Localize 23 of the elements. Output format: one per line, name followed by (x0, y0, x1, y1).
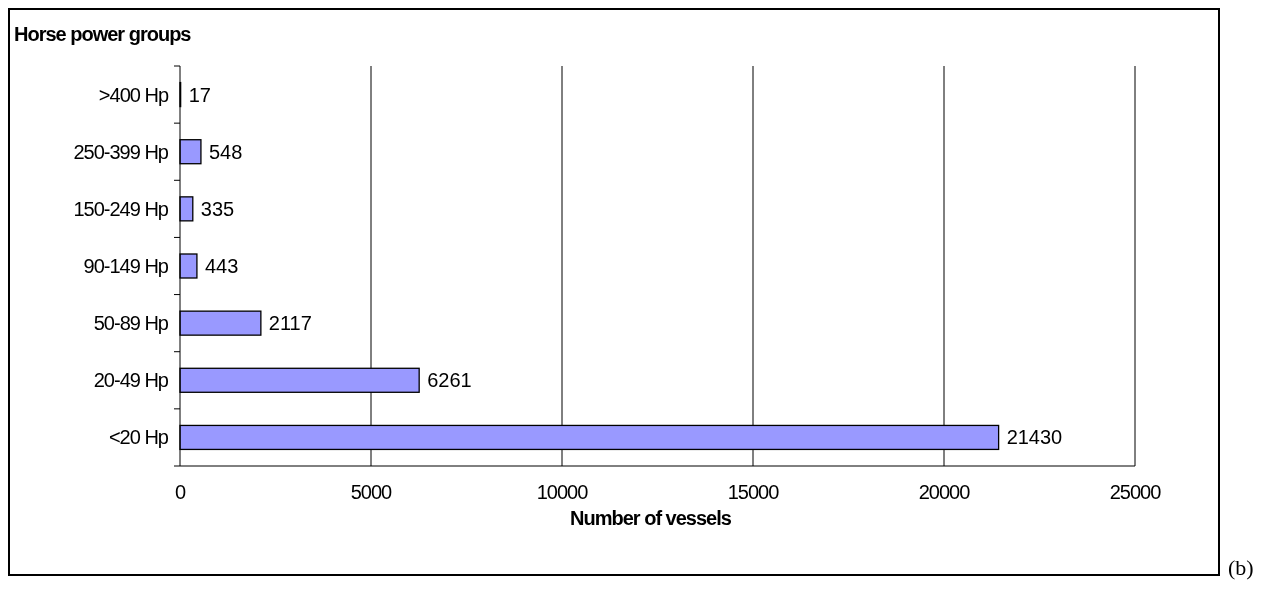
x-axis-title: Number of vessels (570, 507, 732, 529)
y-tick-label: 150-249 Hp (73, 197, 169, 220)
x-tick-label: 20000 (918, 481, 971, 503)
y-tick-label: 20-49 Hp (93, 369, 169, 392)
text: (b) (1228, 555, 1254, 580)
y-tick-label: 50-89 Hp (93, 312, 169, 335)
data-label: 6261 (427, 369, 472, 392)
y-tick-label: <20 Hp (108, 426, 169, 449)
y-axis-title: Horse power groups (14, 23, 192, 45)
y-tick-label: 90-149 Hp (83, 255, 169, 277)
data-label: 335 (200, 197, 235, 220)
x-tick-label: 5000 (350, 481, 393, 503)
data-label: 443 (204, 255, 239, 277)
data-label: 17 (188, 83, 211, 106)
x-tick-label: 15000 (727, 481, 780, 503)
y-tick-label: 250-399 Hp (73, 140, 169, 163)
data-label: 548 (208, 140, 243, 163)
y-tick-label: >400 Hp (98, 83, 169, 106)
data-label: 2117 (268, 312, 312, 335)
x-tick-label: 25000 (1109, 481, 1162, 503)
x-tick-label: 0 (174, 481, 186, 503)
data-label: 21430 (1006, 426, 1063, 449)
x-tick-label: 10000 (536, 481, 589, 503)
